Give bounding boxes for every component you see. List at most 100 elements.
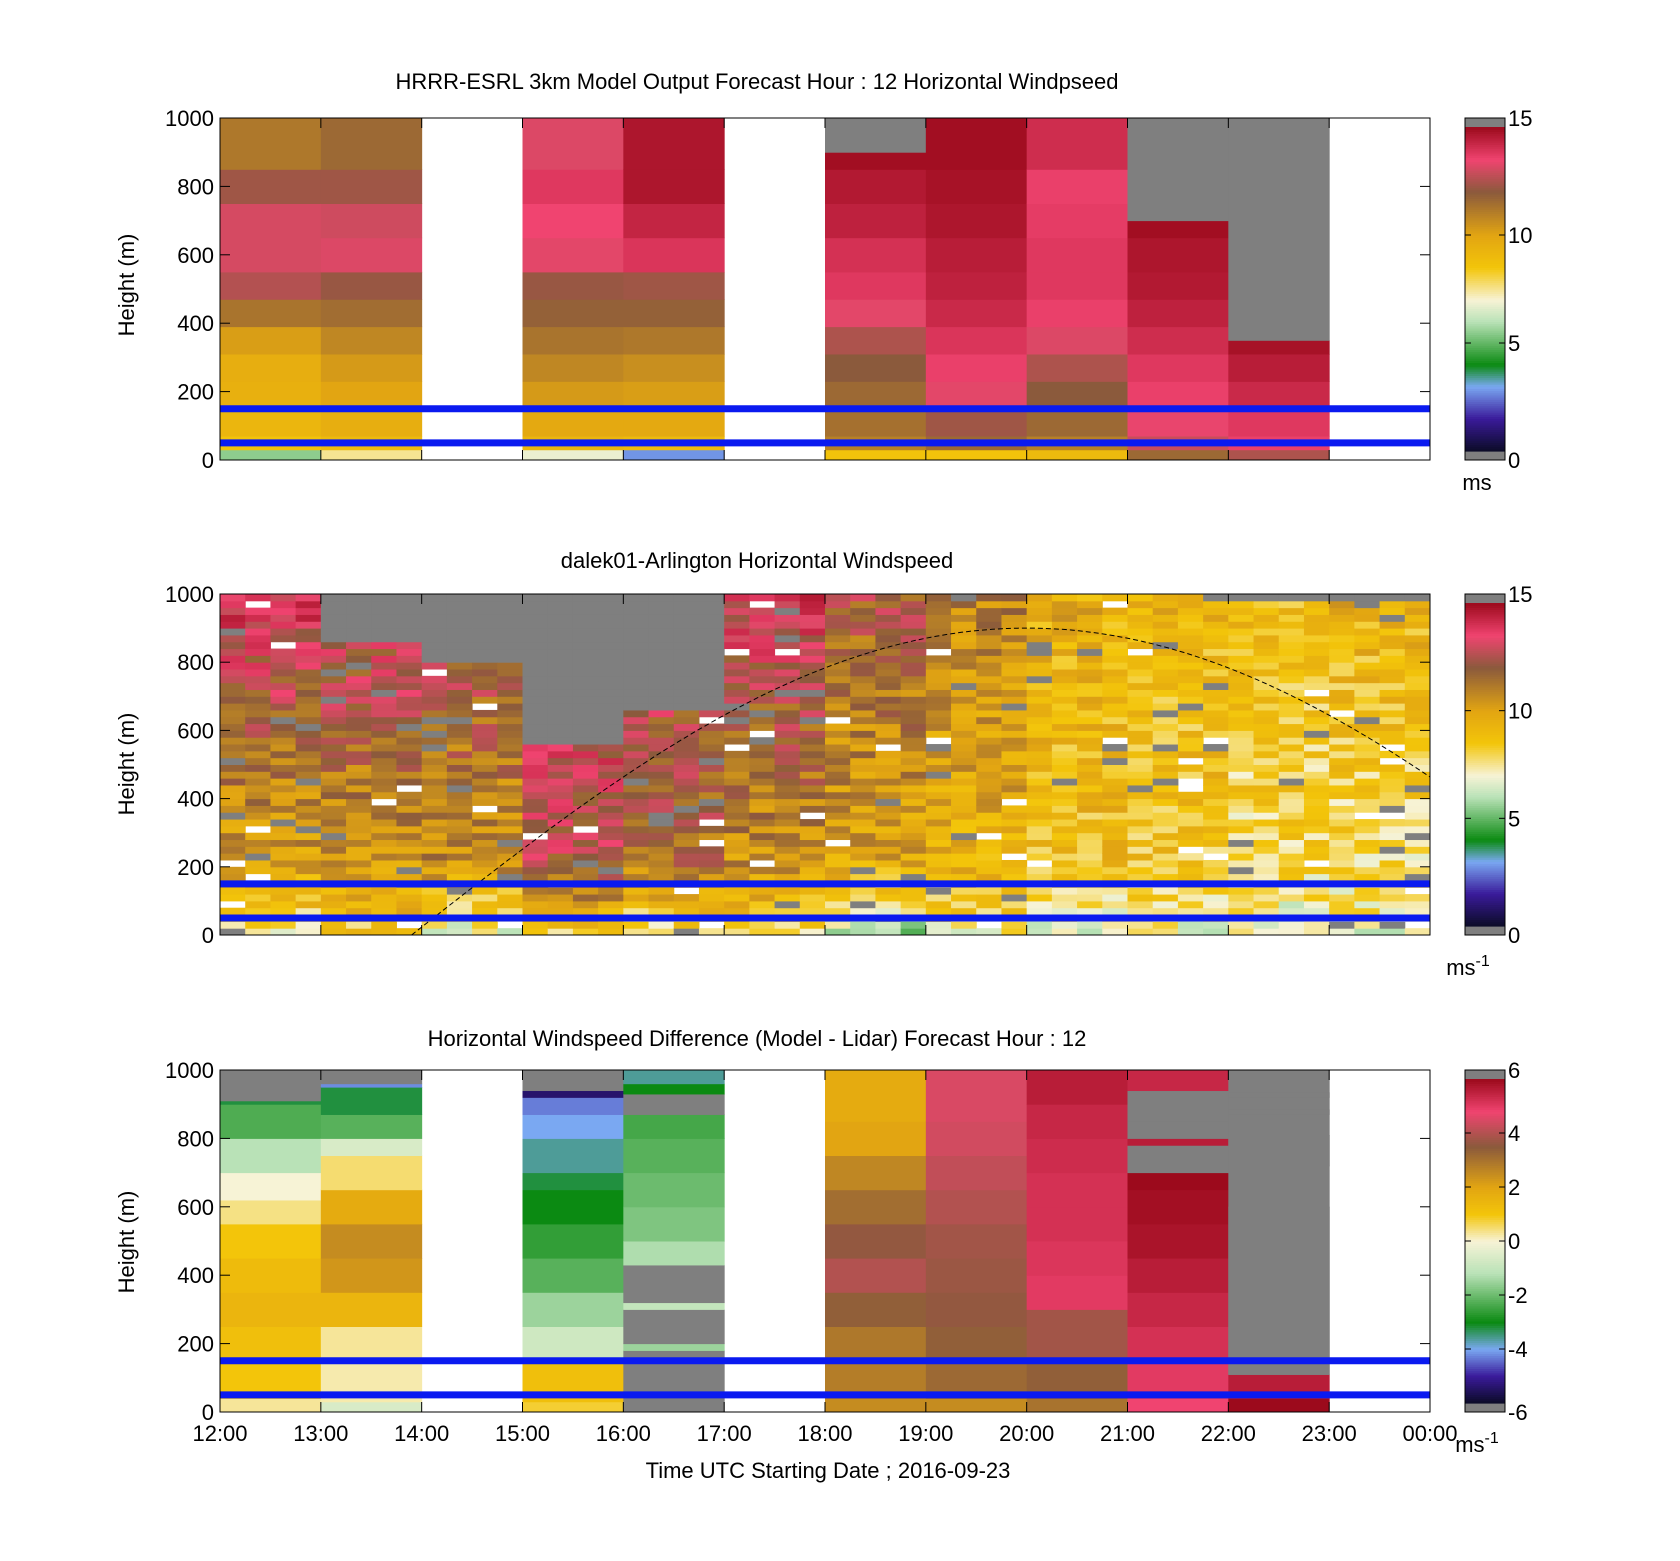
heatmap-cell: [1051, 873, 1078, 881]
missing-data-cell: [900, 873, 927, 881]
heatmap-cell: [1077, 689, 1103, 697]
heatmap-cell: [1253, 600, 1280, 609]
heatmap-cell: [472, 723, 498, 731]
heatmap-cell: [850, 921, 876, 929]
heatmap-cell: [825, 1258, 927, 1293]
heatmap-cell: [1354, 907, 1381, 916]
heatmap-cell: [850, 832, 876, 841]
heatmap-cell: [1203, 669, 1229, 677]
colorbar-segment: [1465, 1187, 1505, 1190]
heatmap-cell: [724, 634, 750, 643]
heatmap-cell: [1177, 900, 1204, 909]
missing-data-cell: [648, 628, 675, 636]
missing-data-cell: [497, 628, 523, 636]
heatmap-cell: [724, 757, 750, 765]
heatmap-cell: [1152, 716, 1179, 725]
heatmap-cell: [825, 1223, 927, 1259]
missing-data-cell: [446, 784, 473, 793]
colorbar-segment: [1465, 794, 1505, 798]
missing-data-cell: [598, 607, 624, 615]
missing-data-cell: [446, 594, 473, 602]
heatmap-cell: [346, 900, 372, 909]
heatmap-cell: [749, 757, 776, 765]
heatmap-cell: [1026, 805, 1053, 813]
colorbar-segment: [1465, 144, 1505, 148]
heatmap-cell: [1026, 1070, 1128, 1105]
heatmap-cell: [320, 1326, 423, 1362]
heatmap-cell: [1303, 853, 1330, 861]
heatmap-cell: [1278, 669, 1305, 677]
panel-2-ylabel: Height (m): [114, 713, 139, 816]
heatmap-cell: [875, 887, 902, 895]
colorbar-segment: [1465, 917, 1505, 921]
colorbar-segment: [1465, 1374, 1505, 1378]
colorbar-segment: [1465, 226, 1505, 230]
heatmap-cell: [1203, 696, 1229, 704]
colorbar-segment: [1465, 1230, 1505, 1233]
heatmap-cell: [346, 757, 372, 765]
heatmap-cell: [1152, 730, 1179, 738]
heatmap-cell: [522, 757, 549, 765]
heatmap-cell: [497, 832, 523, 841]
colorbar-segment: [1465, 714, 1505, 718]
heatmap-cell: [497, 757, 523, 765]
heatmap-cell: [1253, 723, 1280, 731]
heatmap-cell: [1278, 791, 1305, 800]
heatmap-cell: [547, 887, 574, 895]
missing-data-band: [1228, 1092, 1330, 1098]
heatmap-cell: [850, 607, 876, 615]
heatmap-cell: [320, 900, 347, 909]
heatmap-cell: [522, 805, 549, 813]
heatmap-cell: [1303, 764, 1330, 772]
heatmap-cell: [371, 716, 397, 725]
colorbar-segment: [1465, 603, 1505, 606]
heatmap-cell: [1203, 819, 1229, 827]
heatmap-cell: [1001, 771, 1028, 779]
heatmap-cell: [1051, 600, 1078, 609]
heatmap-cell: [1127, 1258, 1229, 1293]
heatmap-cell: [371, 771, 397, 779]
heatmap-cell: [396, 648, 423, 656]
colorbar-segment: [1465, 377, 1505, 381]
colorbar-segment: [1465, 1396, 1505, 1400]
heatmap-cell: [774, 887, 801, 895]
heatmap-cell: [547, 771, 574, 779]
heatmap-cell: [1329, 853, 1355, 861]
colorbar-segment: [1465, 822, 1505, 826]
heatmap-cell: [1203, 723, 1229, 731]
heatmap-cell: [522, 839, 549, 847]
heatmap-cell: [396, 737, 423, 745]
heatmap-cell: [1051, 648, 1078, 656]
colorbar-segment: [1465, 792, 1505, 796]
colorbar-segment: [1465, 1266, 1505, 1270]
heatmap-cell: [623, 784, 650, 793]
heatmap-cell: [270, 846, 297, 854]
heatmap-cell: [623, 723, 650, 731]
heatmap-cell: [623, 709, 650, 718]
missing-data-cell: [1253, 594, 1280, 602]
heatmap-cell: [1278, 764, 1305, 772]
heatmap-cell: [1228, 784, 1255, 793]
heatmap-cell: [900, 784, 927, 793]
heatmap-cell: [698, 887, 725, 895]
heatmap-cell: [976, 928, 1002, 936]
missing-data-cell: [572, 662, 599, 670]
colorbar-tick-label: 0: [1508, 1229, 1520, 1254]
heatmap-cell: [1354, 859, 1381, 868]
heatmap-cell: [850, 839, 876, 847]
colorbar-segment: [1465, 708, 1505, 712]
heatmap-cell: [220, 408, 322, 437]
heatmap-cell: [825, 594, 851, 602]
heatmap-cell: [1379, 730, 1406, 738]
missing-data-cell: [547, 648, 574, 656]
heatmap-cell: [1026, 203, 1128, 239]
missing-data-cell: [421, 634, 448, 643]
heatmap-cell: [850, 696, 876, 704]
colorbar-segment: [1465, 183, 1505, 186]
heatmap-cell: [1026, 716, 1053, 725]
heatmap-cell: [951, 887, 977, 895]
colorbar-segment: [1465, 1264, 1505, 1268]
heatmap-cell: [1329, 832, 1355, 841]
missing-data-cell: [673, 675, 700, 684]
heatmap-cell: [1228, 381, 1330, 410]
